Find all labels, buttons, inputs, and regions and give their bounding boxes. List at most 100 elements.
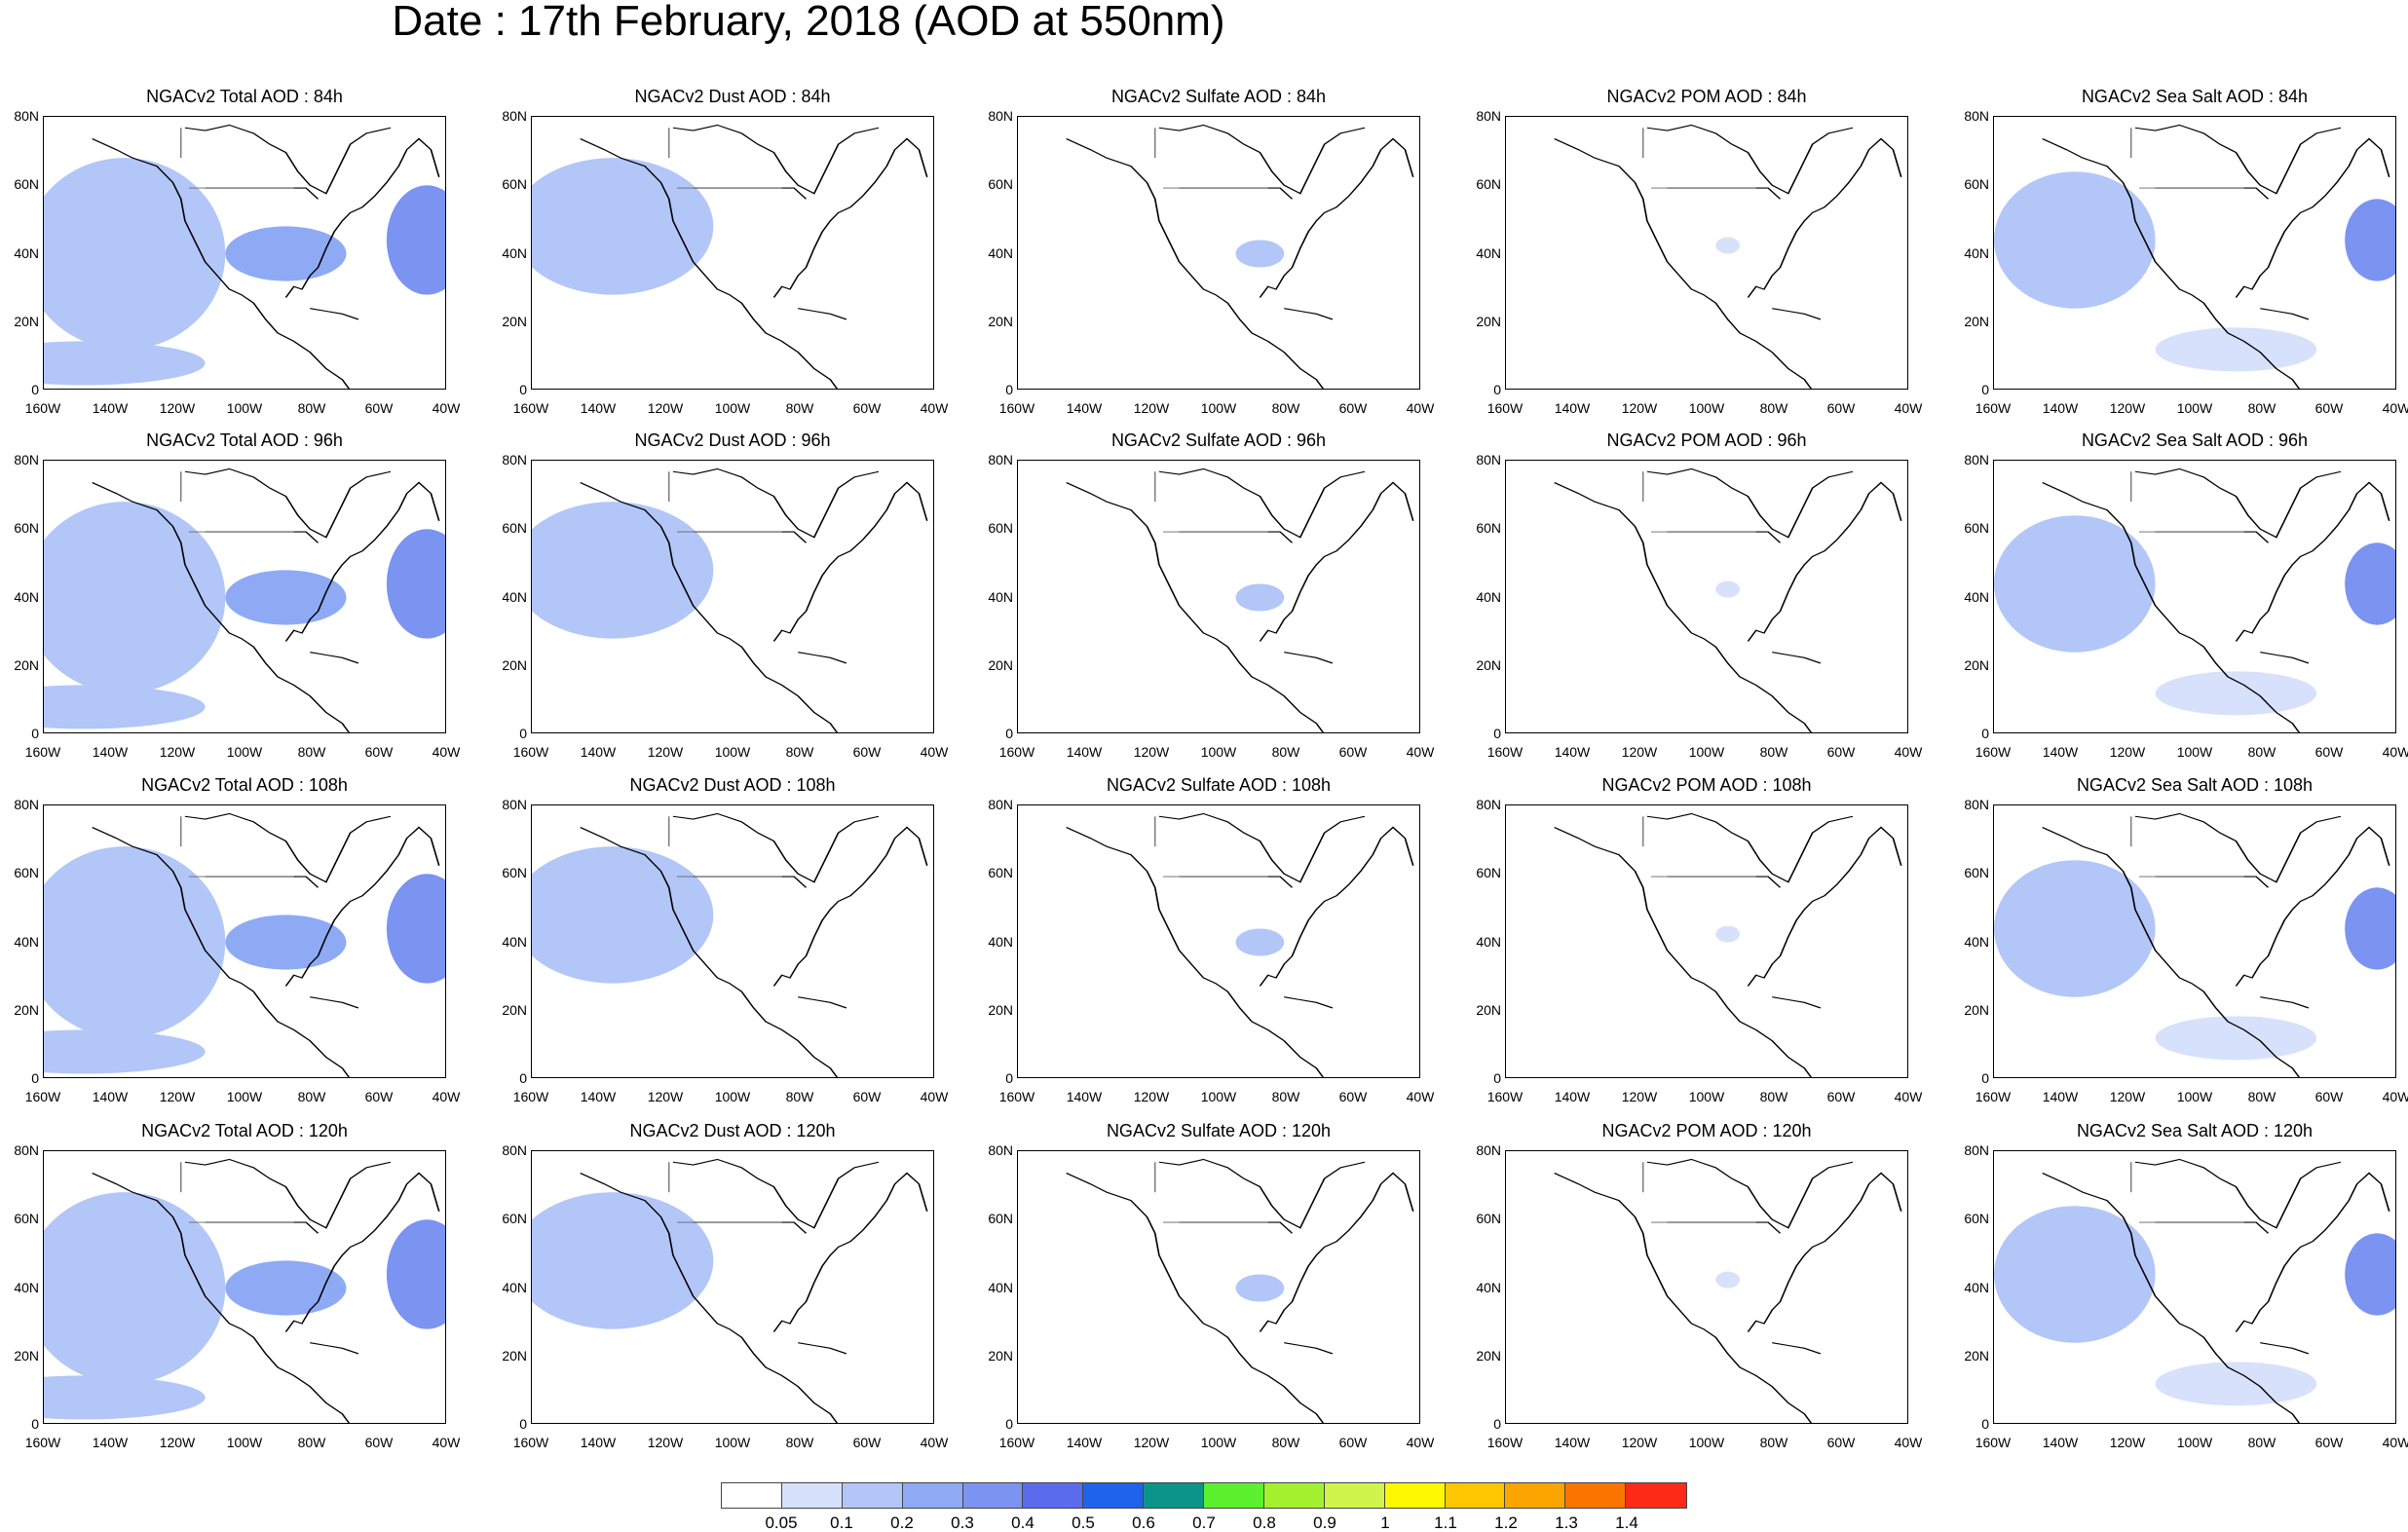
lon-tick-label: 140W bbox=[2042, 744, 2079, 760]
lat-tick-label: 60N bbox=[1476, 865, 1501, 881]
map-frame bbox=[1017, 804, 1420, 1078]
coastline bbox=[580, 1158, 928, 1423]
lat-tick-label: 0 bbox=[1981, 1070, 1989, 1086]
lon-tick-label: 40W bbox=[1894, 744, 1923, 760]
lat-tick-label: 20N bbox=[502, 1001, 527, 1018]
map-panel: NGACv2 Total AOD : 108h 80N 60N 40N 20N 0 160W… bbox=[14, 775, 460, 1103]
lat-tick-label: 80N bbox=[1964, 108, 1989, 124]
aod-region bbox=[44, 1375, 206, 1420]
lat-tick-label: 40N bbox=[1476, 588, 1501, 605]
lat-tick-label: 40N bbox=[502, 588, 527, 605]
lon-tick-label: 100W bbox=[226, 1435, 263, 1450]
panel-title: NGACv2 Sulfate AOD : 108h bbox=[1106, 775, 1332, 795]
lon-tick-label: 140W bbox=[1554, 1435, 1591, 1450]
country-border bbox=[1642, 816, 1756, 878]
lon-tick-label: 80W bbox=[1759, 1435, 1788, 1450]
colorbar-label: 1.1 bbox=[1434, 1513, 1457, 1532]
lat-tick-label: 20N bbox=[502, 313, 527, 329]
lon-tick-label: 120W bbox=[1133, 400, 1170, 416]
aod-field bbox=[44, 124, 445, 389]
panel-title: NGACv2 Total AOD : 108h bbox=[141, 775, 348, 795]
lon-tick-label: 140W bbox=[580, 400, 617, 416]
lon-tick-label: 60W bbox=[364, 400, 394, 416]
colorbar-swatch bbox=[1263, 1483, 1325, 1508]
lon-tick-label: 100W bbox=[1688, 400, 1725, 416]
lon-tick-label: 80W bbox=[1271, 400, 1300, 416]
lon-tick-label: 100W bbox=[226, 1089, 263, 1104]
lon-tick-label: 60W bbox=[1826, 1435, 1856, 1450]
lat-tick-label: 60N bbox=[1964, 1211, 1989, 1227]
lon-tick-label: 160W bbox=[24, 1089, 61, 1104]
lon-tick-label: 40W bbox=[2382, 744, 2408, 760]
lat-tick-label: 80N bbox=[14, 797, 39, 812]
lat-tick-label: 20N bbox=[502, 1347, 527, 1364]
map-frame bbox=[1993, 460, 2396, 733]
lon-tick-label: 60W bbox=[852, 1435, 882, 1450]
aod-region bbox=[2155, 1362, 2317, 1406]
lon-tick-label: 120W bbox=[1621, 1435, 1658, 1450]
lon-tick-label: 160W bbox=[1486, 1435, 1524, 1450]
lat-tick-label: 60N bbox=[1476, 176, 1501, 193]
lat-tick-label: 20N bbox=[1476, 1001, 1501, 1018]
lat-tick-label: 60N bbox=[1964, 865, 1989, 881]
aod-field bbox=[44, 812, 445, 1077]
map-frame bbox=[1505, 1150, 1908, 1424]
lon-tick-label: 60W bbox=[1826, 1089, 1856, 1104]
lon-tick-label: 60W bbox=[1338, 400, 1368, 416]
aod-region bbox=[44, 685, 206, 729]
lon-tick-label: 80W bbox=[297, 744, 326, 760]
lon-tick-label: 100W bbox=[226, 400, 263, 416]
lat-tick-label: 40N bbox=[1476, 1279, 1501, 1295]
lat-tick-label: 20N bbox=[1476, 313, 1501, 329]
aod-region bbox=[1715, 925, 1741, 943]
lon-tick-label: 160W bbox=[1486, 744, 1524, 760]
lon-tick-label: 100W bbox=[2176, 400, 2213, 416]
lat-tick-label: 0 bbox=[31, 1416, 39, 1432]
lon-tick-label: 100W bbox=[1688, 1435, 1725, 1450]
aod-region bbox=[532, 846, 714, 984]
lat-tick-label: 0 bbox=[1493, 1416, 1501, 1432]
lon-tick-label: 140W bbox=[1066, 1089, 1103, 1104]
panel-title: NGACv2 Total AOD : 96h bbox=[146, 430, 343, 450]
lat-tick-label: 20N bbox=[14, 313, 39, 329]
aod-region bbox=[1715, 1271, 1741, 1289]
aod-region bbox=[44, 158, 226, 350]
lon-tick-label: 100W bbox=[714, 1435, 751, 1450]
map-panel: NGACv2 Sulfate AOD : 84h 80N 60N 40N 20N 0 160… bbox=[988, 87, 1434, 415]
aod-region bbox=[44, 502, 226, 693]
lon-tick-label: 120W bbox=[647, 1089, 684, 1104]
aod-field bbox=[532, 1158, 928, 1423]
lat-tick-label: 60N bbox=[14, 520, 39, 537]
lat-tick-label: 0 bbox=[1005, 1070, 1013, 1086]
lon-tick-label: 140W bbox=[2042, 1089, 2079, 1104]
lon-tick-label: 40W bbox=[920, 1089, 949, 1104]
aod-region bbox=[532, 502, 714, 639]
coastline bbox=[1554, 812, 1902, 1077]
lat-tick-label: 20N bbox=[14, 1001, 39, 1018]
lon-tick-label: 40W bbox=[1406, 744, 1435, 760]
lon-tick-label: 60W bbox=[364, 1089, 394, 1104]
colorbar-label: 0.7 bbox=[1192, 1513, 1216, 1532]
aod-region bbox=[2345, 1233, 2395, 1316]
aod-field bbox=[532, 467, 928, 732]
colorbar-swatch bbox=[1565, 1483, 1627, 1508]
lat-tick-label: 40N bbox=[1964, 588, 1989, 605]
lon-tick-label: 80W bbox=[2247, 1089, 2276, 1104]
map-panel: NGACv2 Dust AOD : 120h 80N 60N 40N 20N 0 160W 1… bbox=[502, 1121, 948, 1449]
lon-tick-label: 80W bbox=[785, 744, 814, 760]
lat-tick-label: 20N bbox=[1476, 1347, 1501, 1364]
lat-tick-label: 20N bbox=[502, 656, 527, 673]
lon-tick-label: 160W bbox=[1975, 1089, 2012, 1104]
lon-tick-label: 80W bbox=[1759, 400, 1788, 416]
map-panel: NGACv2 Total AOD : 120h 80N 60N 40N 20N 0 160W… bbox=[14, 1121, 460, 1449]
lat-tick-label: 0 bbox=[31, 382, 39, 397]
lat-tick-label: 40N bbox=[502, 933, 527, 950]
lat-tick-label: 20N bbox=[1964, 313, 1989, 329]
lon-tick-label: 80W bbox=[2247, 1435, 2276, 1450]
lon-tick-label: 120W bbox=[2109, 1089, 2146, 1104]
colorbar-swatch bbox=[1445, 1483, 1506, 1508]
lat-tick-label: 80N bbox=[1476, 797, 1501, 812]
aod-region bbox=[386, 874, 445, 984]
lon-tick-label: 120W bbox=[159, 1089, 196, 1104]
aod-region bbox=[225, 1260, 347, 1316]
